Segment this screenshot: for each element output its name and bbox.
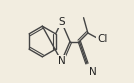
Text: N: N — [89, 67, 96, 77]
Text: S: S — [58, 17, 65, 27]
Text: N: N — [58, 56, 65, 66]
Text: Cl: Cl — [97, 34, 107, 44]
